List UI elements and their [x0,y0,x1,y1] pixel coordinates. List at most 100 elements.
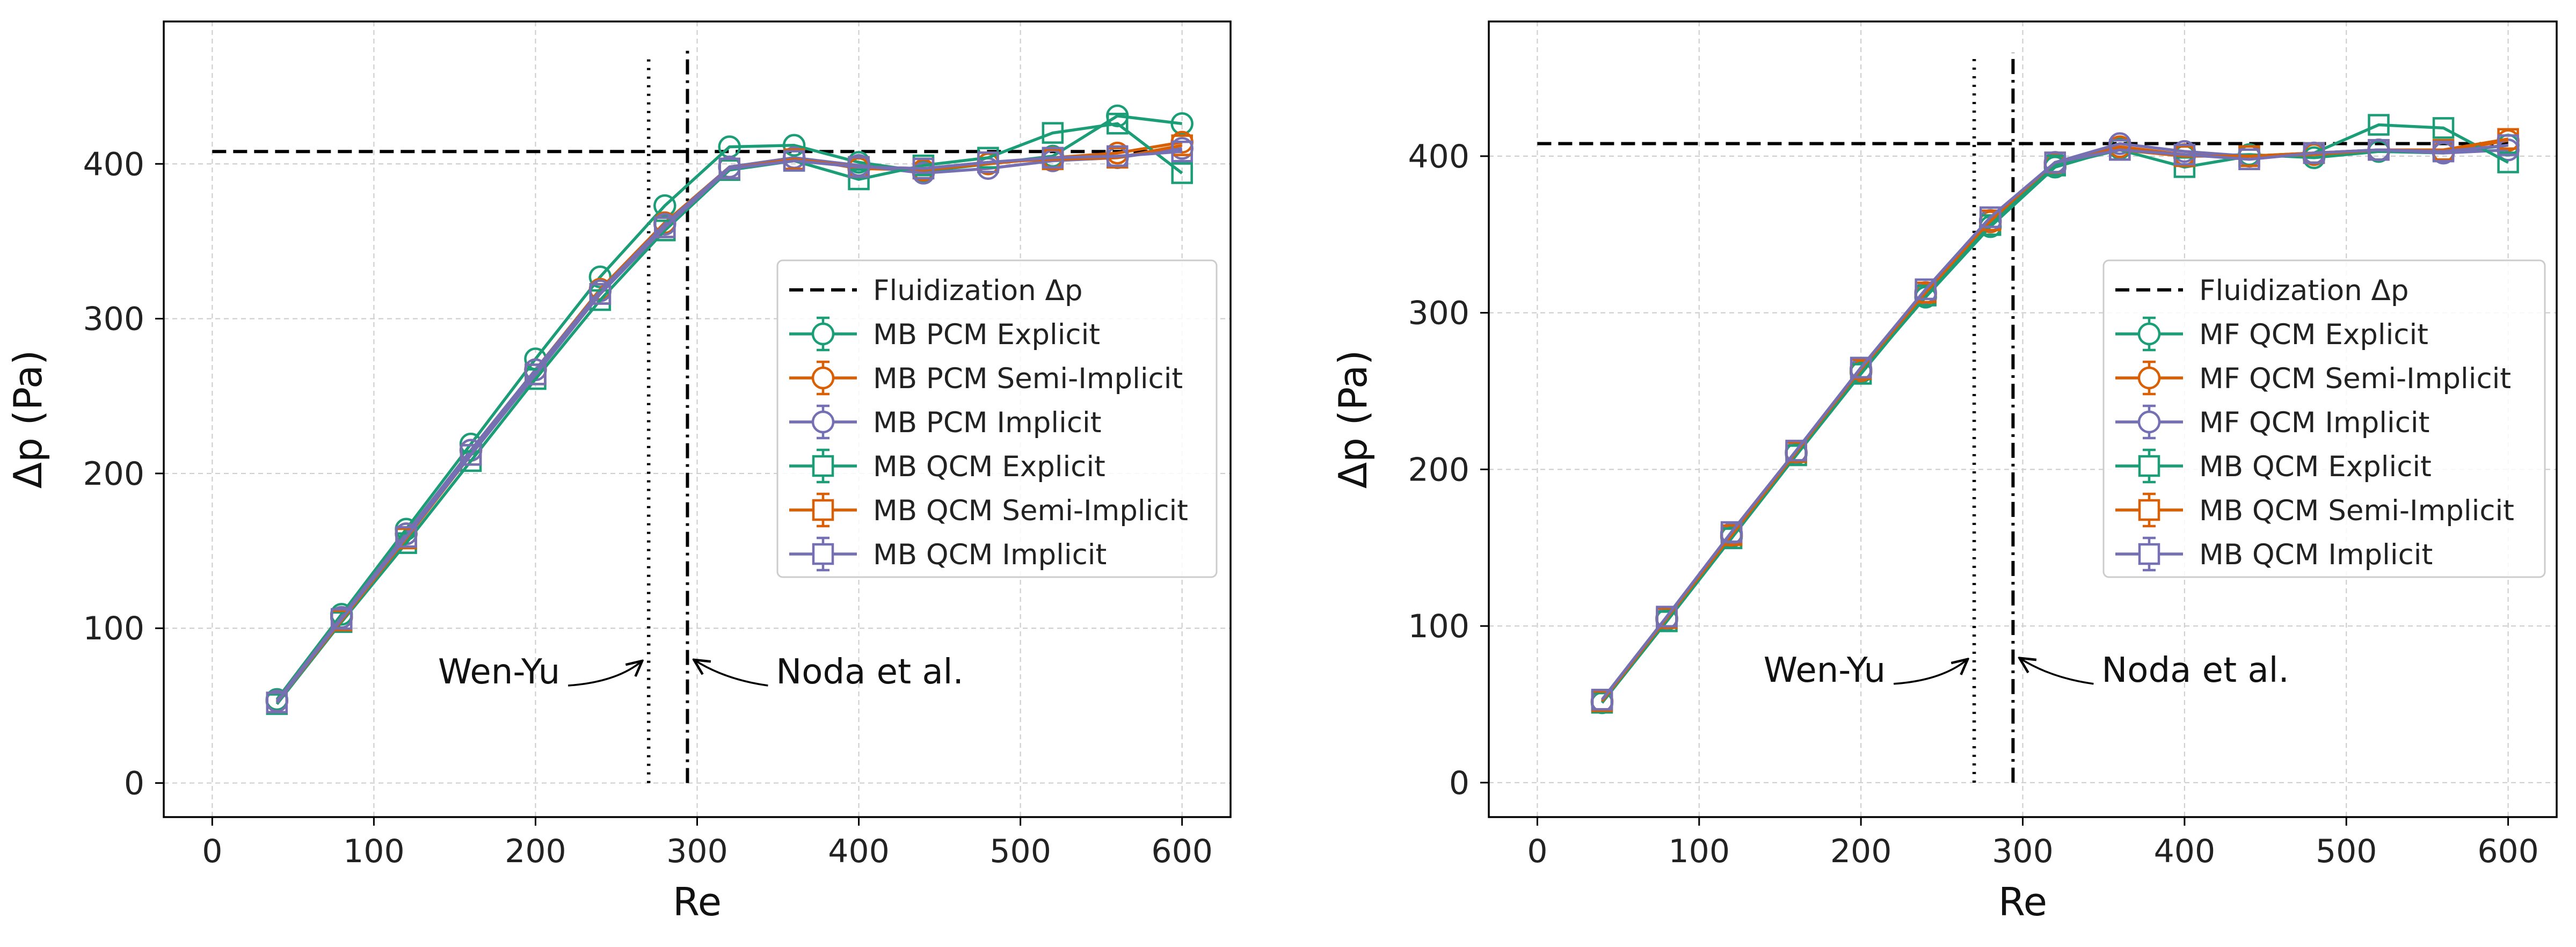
series-mb-qcm-implicit [266,140,1193,713]
series-group [1590,114,2520,715]
legend-marker-circle [811,322,835,346]
data-point-square [1042,122,1064,144]
data-point-square [1850,356,1872,378]
data-point-circle [653,194,676,217]
annotation-noda: Noda et al. [776,652,963,692]
x-tick-label: 300 [666,833,728,870]
x-axis-label: Re [1998,879,2047,924]
x-tick-label: 400 [2154,833,2216,870]
legend-label: Fluidization Δp [873,274,1082,307]
data-point-square [783,150,805,172]
x-tick-label: 600 [1151,833,1213,870]
annotation-arrow-wen-yu [568,661,642,687]
data-point-square [1171,140,1193,163]
data-point-square [2044,151,2066,173]
data-point-square [1107,145,1129,167]
data-point-square [525,363,547,385]
data-point-square [1171,162,1193,184]
legend-label: MB QCM Semi-Implicit [2199,494,2514,527]
legend-marker-circle [811,410,835,434]
data-point-square [266,691,288,713]
x-tick-label: 500 [2316,833,2377,870]
legend-label: MF QCM Semi-Implicit [2199,362,2511,395]
data-point-square [1915,278,1937,301]
x-tick-label: 100 [343,833,405,870]
series-mb-qcm-implicit [1591,134,2519,711]
series-line [275,150,1182,704]
annotation-wen-yu: Wen-Yu [438,652,560,692]
legend: Fluidization Δp MB PCM Explicit MB PCM Sem… [776,259,1218,578]
legend-label: MB QCM Semi-Implicit [873,494,1188,527]
x-tick-label: 500 [989,833,1051,870]
legend-label: MB QCM Explicit [873,450,1105,483]
x-tick-label: 0 [202,833,222,870]
legend-box [776,259,1218,578]
data-point-square [1591,688,1613,711]
legend-label: MB QCM Implicit [873,538,1107,571]
legend-label: MB QCM Explicit [2199,450,2432,483]
chart-panel-left: 0 100 200 300 400 500 600 0 100 200 300 400 Re Δp (Pa… [5,20,1232,924]
data-point-square [330,608,353,630]
data-point-square [977,151,999,173]
series-line [1600,123,2509,704]
y-tick-label: 300 [1408,295,1469,332]
annotation-noda: Noda et al. [2101,651,2289,690]
data-point-square [1107,113,1129,135]
data-point-square [2432,140,2455,163]
legend-marker-square [2138,499,2160,521]
y-tick-label: 100 [83,610,144,647]
legend-marker-square [812,543,834,565]
data-point-square [1720,521,1743,543]
y-tick-label: 300 [83,301,144,338]
y-tick-label: 200 [83,455,144,493]
legend-marker-circle [2137,410,2161,434]
data-point-circle [782,134,806,157]
chart-panel-right: 0 100 200 300 400 500 600 0 100 200 300 400 Re Δp (Pa… [1330,20,2558,924]
x-tick-label: 600 [2477,833,2539,870]
data-point-square [2497,134,2519,156]
data-point-square [912,157,935,180]
legend: Fluidization Δp MF QCM Explicit MF QCM Sem… [2102,259,2546,578]
data-point-square [654,216,676,238]
data-point-circle [1170,112,1194,135]
legend-box [2102,259,2546,578]
annotation-wen-yu: Wen-Yu [1764,651,1886,690]
data-point-square [2368,114,2390,136]
series-group [265,104,1194,715]
x-tick-label: 300 [1992,833,2054,870]
y-tick-label: 0 [1449,764,1469,802]
data-point-square [589,283,612,305]
legend-label: MF QCM Explicit [2199,318,2428,351]
legend-marker-square [2138,543,2160,565]
x-tick-label: 200 [1830,833,1892,870]
data-point-square [395,526,417,548]
legend-label: MB PCM Semi-Implicit [873,362,1183,395]
annotation-arrow-noda [2019,658,2094,685]
legend-marker-circle [811,366,835,390]
legend-marker-square [812,499,834,521]
data-point-square [460,444,482,466]
legend-label: MB PCM Implicit [873,406,1101,439]
series-line [1600,143,2508,701]
legend-marker-square [812,455,834,477]
x-tick-label: 200 [505,833,566,870]
data-point-square [718,157,740,180]
data-point-square [2432,117,2455,139]
data-point-square [2303,142,2325,164]
legend-label: MF QCM Implicit [2199,406,2429,439]
x-tick-label: 0 [1527,833,1547,870]
legend-label: Fluidization Δp [2199,274,2408,307]
data-point-square [2368,139,2390,161]
data-point-square [2173,143,2196,166]
legend-marker-square [2138,455,2160,477]
legend-label: MB QCM Implicit [2199,538,2433,571]
data-point-square [1042,147,1064,169]
legend-marker-circle [2137,322,2161,346]
legend-marker-circle [2137,366,2161,390]
annotation-arrow-noda [694,660,768,687]
data-point-square [1656,606,1678,628]
y-axis-label: Δp (Pa) [1330,350,1376,489]
x-axis-label: Re [673,879,722,924]
data-point-square [2238,148,2260,170]
